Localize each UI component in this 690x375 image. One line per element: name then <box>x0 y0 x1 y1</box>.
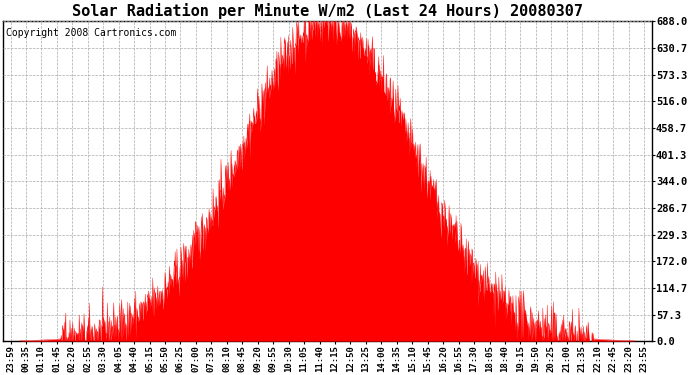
Title: Solar Radiation per Minute W/m2 (Last 24 Hours) 20080307: Solar Radiation per Minute W/m2 (Last 24… <box>72 3 583 19</box>
Text: Copyright 2008 Cartronics.com: Copyright 2008 Cartronics.com <box>6 28 177 38</box>
